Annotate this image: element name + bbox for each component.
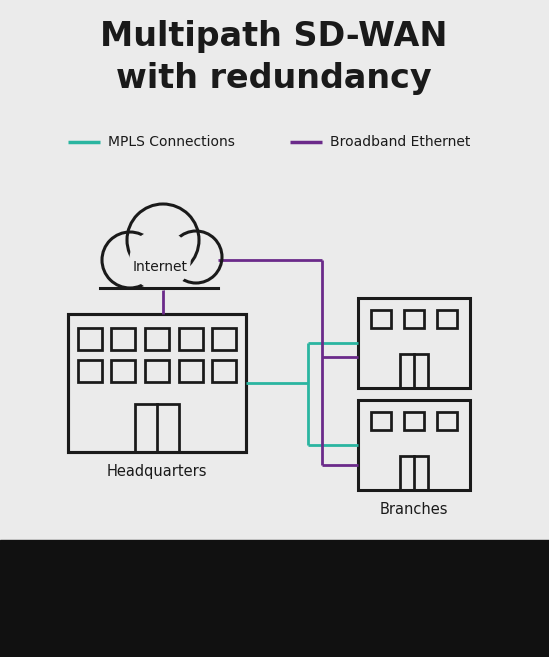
Bar	[178, 328, 203, 350]
Bar	[68, 314, 246, 452]
Bar	[404, 310, 424, 328]
Text: Multipath SD-WAN: Multipath SD-WAN	[100, 20, 448, 53]
Bar	[88, 235, 228, 285]
Bar	[68, 314, 246, 452]
Bar	[77, 360, 102, 382]
Bar	[371, 412, 391, 430]
Bar	[111, 360, 136, 382]
Text: with redundancy: with redundancy	[116, 62, 432, 95]
Bar	[358, 298, 470, 388]
Circle shape	[127, 204, 199, 276]
Bar	[77, 328, 102, 350]
Bar	[212, 328, 236, 350]
Bar	[145, 360, 169, 382]
Bar	[400, 354, 428, 388]
Bar	[68, 314, 246, 452]
Bar	[358, 400, 470, 490]
Circle shape	[102, 232, 158, 288]
Bar	[358, 400, 470, 490]
Text: Internet: Internet	[132, 260, 188, 274]
Bar	[437, 310, 457, 328]
Circle shape	[130, 230, 190, 290]
Text: MPLS Connections: MPLS Connections	[108, 135, 235, 149]
Bar	[400, 456, 428, 490]
Bar	[0, 540, 549, 657]
Circle shape	[170, 231, 222, 283]
Bar	[178, 360, 203, 382]
Text: Branches: Branches	[380, 502, 448, 517]
Text: Broadband Ethernet: Broadband Ethernet	[330, 135, 470, 149]
Bar	[358, 298, 470, 388]
Bar	[111, 328, 136, 350]
Bar	[135, 404, 179, 452]
Text: Headquarters: Headquarters	[107, 464, 208, 479]
Bar	[212, 360, 236, 382]
Bar	[404, 412, 424, 430]
Bar	[437, 412, 457, 430]
Bar	[371, 310, 391, 328]
Bar	[145, 328, 169, 350]
